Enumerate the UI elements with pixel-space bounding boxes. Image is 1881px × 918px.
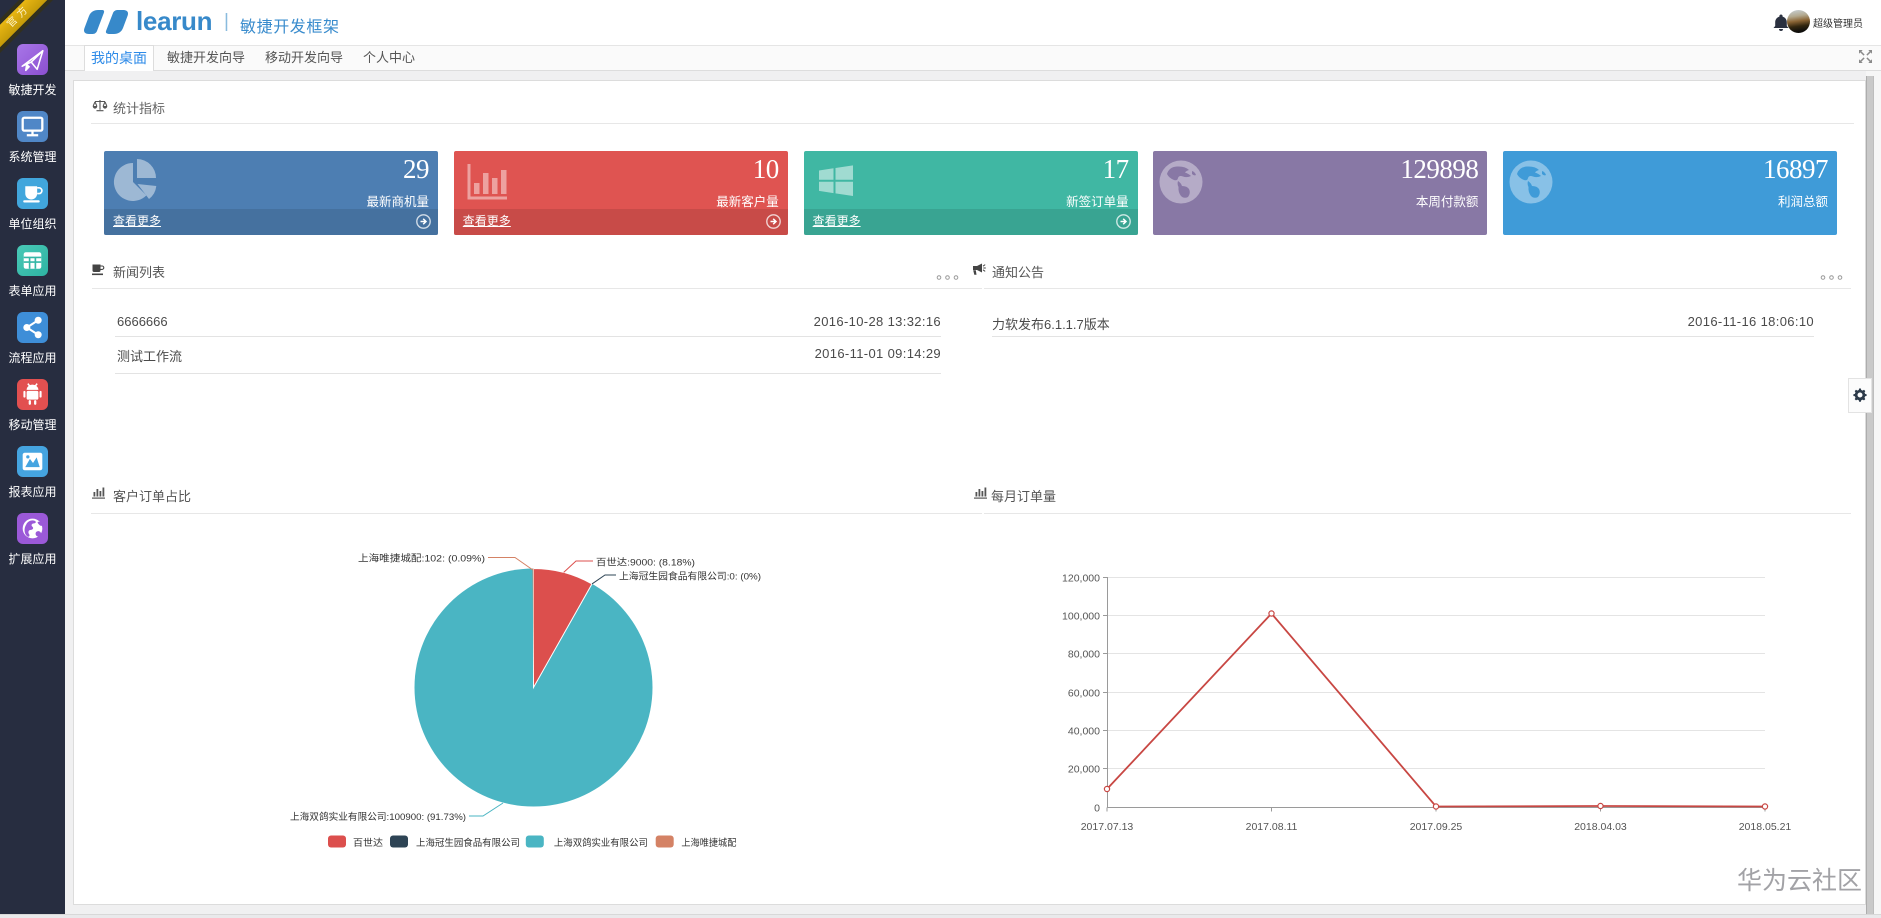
svg-text:百世达:9000: (8.18%): 百世达:9000: (8.18%)	[596, 557, 695, 569]
svg-text:60,000: 60,000	[1068, 688, 1100, 700]
svg-text:百世达: 百世达	[353, 837, 384, 849]
svg-text:120,000: 120,000	[1062, 573, 1100, 585]
svg-text:40,000: 40,000	[1068, 726, 1100, 738]
svg-text:100,000: 100,000	[1062, 611, 1100, 623]
svg-text:2017.08.11: 2017.08.11	[1246, 821, 1298, 833]
svg-text:上海双鸽实业有限公司: 上海双鸽实业有限公司	[554, 837, 648, 849]
svg-text:上海唯捷城配:102: (0.09%): 上海唯捷城配:102: (0.09%)	[358, 553, 485, 565]
svg-text:上海冠生园食品有限公司: 上海冠生园食品有限公司	[416, 837, 520, 849]
svg-text:上海冠生园食品有限公司:0: (0%): 上海冠生园食品有限公司:0: (0%)	[619, 571, 761, 583]
svg-text:上海唯捷城配: 上海唯捷城配	[681, 837, 736, 849]
svg-text:2018.04.03: 2018.04.03	[1574, 821, 1627, 833]
svg-text:2017.07.13: 2017.07.13	[1081, 821, 1134, 833]
svg-text:2018.05.21: 2018.05.21	[1739, 821, 1792, 833]
svg-text:2017.09.25: 2017.09.25	[1410, 821, 1463, 833]
svg-text:0: 0	[1094, 803, 1100, 815]
svg-text:上海双鸽实业有限公司:100900: (91.73%): 上海双鸽实业有限公司:100900: (91.73%)	[290, 811, 466, 823]
svg-text:20,000: 20,000	[1068, 764, 1100, 776]
svg-text:80,000: 80,000	[1068, 649, 1100, 661]
